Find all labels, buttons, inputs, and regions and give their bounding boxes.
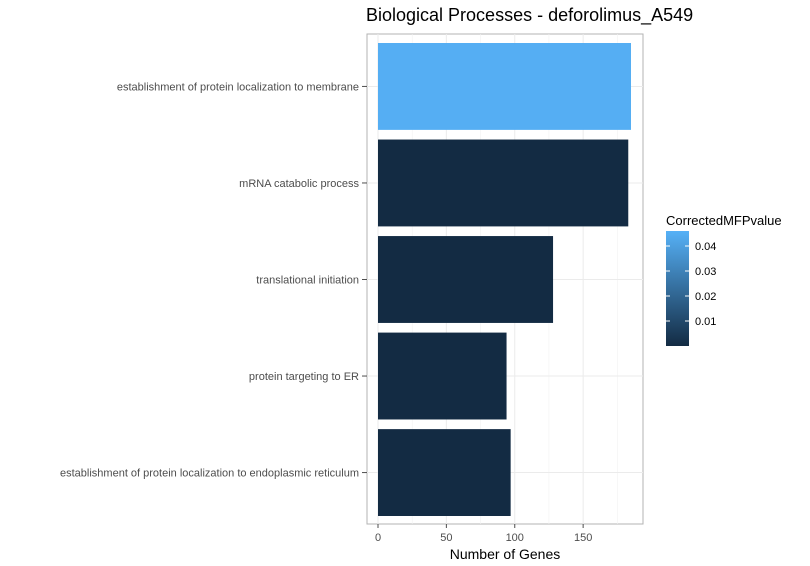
x-axis-title: Number of Genes (450, 546, 561, 562)
category-label-3: protein targeting to ER (249, 371, 359, 383)
bar-4 (378, 429, 511, 516)
legend-label-1: 0.03 (695, 266, 716, 278)
bar-2 (378, 236, 554, 323)
bar-1 (378, 139, 629, 227)
category-label-4: establishment of protein localization to… (60, 468, 359, 480)
x-tick-label-2: 100 (506, 532, 524, 544)
legend-label-2: 0.02 (695, 291, 716, 303)
bars (378, 43, 631, 516)
x-tick-label-0: 0 (375, 532, 381, 544)
category-label-2: translational initiation (256, 275, 359, 287)
bar-3 (378, 332, 507, 420)
legend-breaks: 0.04 0.03 0.02 0.01 (666, 241, 716, 328)
legend-colorbar (666, 231, 689, 346)
category-labels: establishment of protein localization to… (60, 81, 367, 480)
legend-title: CorrectedMFPvalue (666, 213, 782, 228)
category-label-0: establishment of protein localization to… (117, 81, 359, 93)
category-label-1: mRNA catabolic process (239, 178, 359, 190)
legend-label-3: 0.01 (695, 316, 716, 328)
x-tick-label-3: 150 (574, 532, 592, 544)
bar-0 (378, 43, 631, 130)
x-axis-ticks: 0 50 100 150 (375, 524, 592, 544)
legend-label-0: 0.04 (695, 241, 716, 253)
chart-title: Biological Processes - deforolimus_A549 (366, 5, 693, 26)
x-tick-label-1: 50 (440, 532, 452, 544)
